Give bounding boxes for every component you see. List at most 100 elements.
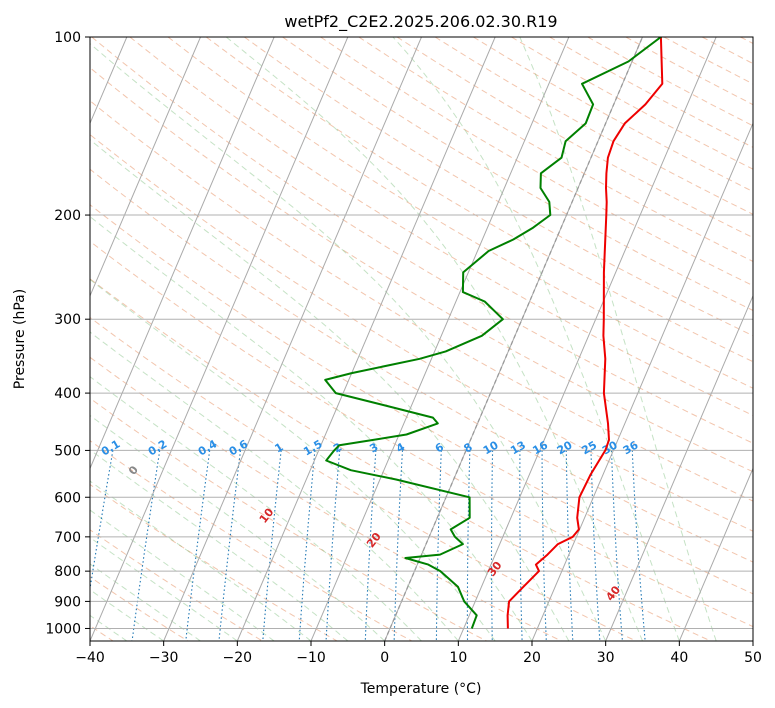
isotherm-line xyxy=(605,294,753,641)
moist-adiabat-line xyxy=(392,37,680,641)
dry-adiabat-line xyxy=(90,316,637,641)
dry-adiabat-line xyxy=(282,37,753,312)
isotherm-line xyxy=(90,37,349,641)
y-tick-label: 600 xyxy=(54,490,81,506)
isotherm-line xyxy=(531,122,753,641)
dry-adiabat-line xyxy=(90,529,263,641)
chart-title: wetPf2_C2E2.2025.206.02.30.R19 xyxy=(284,12,557,32)
mixing-ratio-line xyxy=(185,450,211,641)
mixing-ratio-line xyxy=(262,450,282,641)
dry-adiabat-label: 40 xyxy=(603,583,623,603)
y-tick-label: 100 xyxy=(54,30,81,46)
x-tick-label: −30 xyxy=(149,650,179,666)
dry-adiabat-label: 20 xyxy=(364,530,384,550)
dry-adiabat-line xyxy=(90,204,753,595)
mixing-ratio-label: 36 xyxy=(621,438,641,457)
isotherm-line xyxy=(90,37,275,470)
x-tick-label: 20 xyxy=(523,650,541,666)
isopleth-labels: -100-90-80-70-60-50-40-30-20-10010203040… xyxy=(15,425,641,603)
moist-adiabat-line xyxy=(90,376,422,641)
mixing-ratio-line xyxy=(490,450,494,641)
moist-adiabat-line xyxy=(90,449,349,641)
dry-adiabat-line xyxy=(358,37,753,262)
mixing-ratio-line xyxy=(590,450,601,641)
x-tick-label: 40 xyxy=(670,650,688,666)
moist-adiabat-line xyxy=(90,589,164,641)
y-tick-label: 1000 xyxy=(45,621,81,637)
moist-adiabat-line xyxy=(519,37,717,641)
x-tick-label: 0 xyxy=(380,650,389,666)
mixing-ratio-label: 0.1 xyxy=(99,437,122,458)
y-tick-label: 800 xyxy=(54,564,81,580)
dry-adiabat-line xyxy=(167,37,753,389)
dewpoint-line xyxy=(324,37,662,629)
zero-isotherm-line xyxy=(384,37,644,641)
x-tick-label: −20 xyxy=(223,650,253,666)
y-tick-label: 200 xyxy=(54,208,81,224)
moist-adiabat-line xyxy=(90,331,459,641)
mixing-ratio-line xyxy=(90,450,114,593)
isotherm-line xyxy=(310,37,570,641)
mixing-ratio-label: 3 xyxy=(367,440,380,455)
y-axis: 100 200 300 400 500 600 700 800 900 1000 xyxy=(45,30,90,637)
mixing-ratio-label: 10 xyxy=(481,438,501,457)
dry-adiabat-line xyxy=(701,37,753,65)
mixing-ratio-line xyxy=(541,450,547,641)
mixing-ratio-line xyxy=(435,450,442,641)
dry-adiabat-label: -10 xyxy=(15,425,38,449)
dry-adiabat-line xyxy=(90,278,711,641)
isotherm-line xyxy=(90,37,201,298)
moist-adiabat-line xyxy=(90,414,386,641)
mixing-ratio-line xyxy=(393,450,404,641)
mixing-ratio-label: 0.2 xyxy=(146,437,169,458)
mixing-ratio-label: 13 xyxy=(508,438,528,457)
moist-adiabat-line xyxy=(90,480,312,641)
moist-adiabat-line xyxy=(90,215,533,641)
mixing-ratio-line xyxy=(466,450,471,641)
dry-adiabat-line xyxy=(663,37,753,85)
mixing-ratio-label: 4 xyxy=(394,440,407,455)
dry-adiabat-line xyxy=(205,37,753,363)
dry-adiabat-line xyxy=(740,37,753,45)
y-tick-label: 900 xyxy=(54,594,81,610)
dry-adiabat-line xyxy=(434,37,753,215)
x-tick-label: 30 xyxy=(597,650,615,666)
moist-adiabat-line xyxy=(90,536,238,641)
mixing-ratio-line xyxy=(610,450,623,641)
y-tick-label: 500 xyxy=(54,443,81,459)
y-tick-label: 700 xyxy=(54,530,81,546)
mixing-ratio-line xyxy=(131,450,161,641)
dry-adiabat-line xyxy=(90,240,753,628)
mixing-ratio-line xyxy=(364,450,377,641)
mixing-ratio-line xyxy=(519,450,523,641)
mixing-ratio-label: 0.4 xyxy=(196,437,220,458)
x-tick-label: −10 xyxy=(296,650,326,666)
mixing-ratio-line xyxy=(565,450,574,641)
isotherm-line xyxy=(236,37,496,641)
dry-adiabat-line xyxy=(90,576,188,641)
isotherm-line xyxy=(457,37,717,641)
background-lines xyxy=(90,37,753,641)
y-tick-label: 300 xyxy=(54,312,81,328)
dry-adiabat-line xyxy=(90,133,753,532)
mixing-ratio-line xyxy=(298,450,316,641)
temperature-line xyxy=(506,37,664,629)
mixing-ratio-label: 25 xyxy=(579,438,599,457)
x-axis-label: Temperature (°C) xyxy=(360,681,482,697)
y-tick-label: 400 xyxy=(54,386,81,402)
x-axis: −40 −30 −20 −10 0 10 20 30 40 50 xyxy=(75,641,762,666)
x-tick-label: 50 xyxy=(744,650,762,666)
x-tick-label: −40 xyxy=(75,650,105,666)
mixing-ratio-label: 0.6 xyxy=(227,437,251,458)
x-tick-label: 10 xyxy=(449,650,467,666)
dry-adiabat-line xyxy=(90,168,753,563)
dry-adiabat-line xyxy=(90,356,562,641)
mixing-ratio-line xyxy=(218,450,242,641)
isotherm-line xyxy=(678,467,753,641)
moist-adiabat-line xyxy=(90,563,201,641)
mixing-ratio-label: 8 xyxy=(462,440,475,455)
isotherm-line xyxy=(163,37,422,641)
moist-adiabat-line xyxy=(90,139,570,641)
dry-adiabat-label: 30 xyxy=(485,559,505,579)
moist-adiabat-line xyxy=(225,37,643,641)
